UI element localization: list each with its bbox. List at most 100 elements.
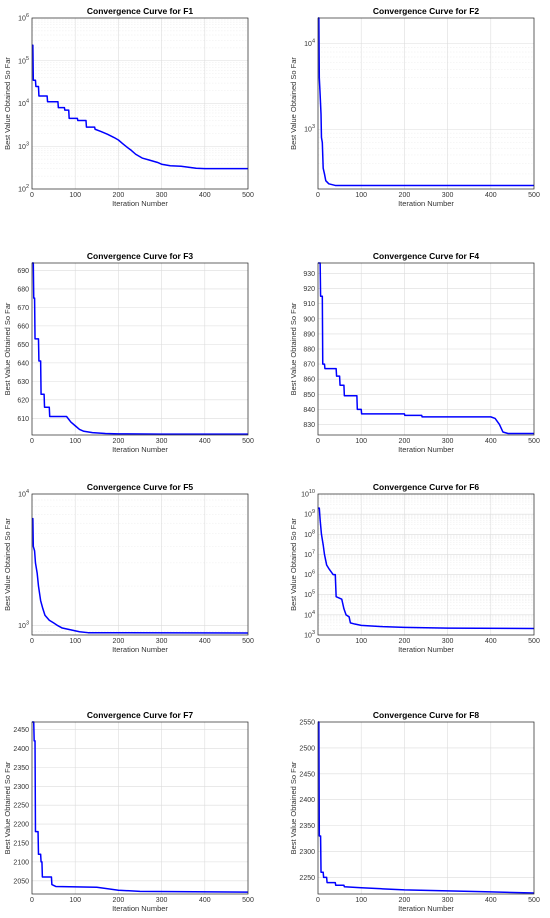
y-tick-label: 2100 (13, 859, 29, 866)
y-tick-label: 610 (17, 416, 29, 423)
chart-panel: 0 100 200 300 400 500 830 840 850 860 870 880 890 900… (289, 251, 540, 454)
x-axis-label: Iteration Number (112, 645, 168, 654)
y-axis-label: Best Value Obtained So Far (3, 518, 12, 611)
chart-panel: 0 100 200 300 400 500 2250 2300 2350 2400 2450 2500… (289, 710, 540, 913)
y-tick-label: 103 (18, 621, 29, 631)
x-tick-label: 500 (242, 638, 254, 645)
x-tick-label: 100 (355, 897, 367, 904)
y-tick-label: 2450 (299, 771, 315, 778)
x-tick-label: 200 (113, 638, 125, 645)
x-tick-label: 500 (242, 897, 254, 904)
x-axis-label: Iteration Number (398, 904, 454, 913)
chart-title: Convergence Curve for F8 (373, 710, 480, 720)
x-axis-label: Iteration Number (112, 904, 168, 913)
y-tick-label: 2250 (299, 875, 315, 882)
x-tick-label: 0 (316, 638, 320, 645)
y-tick-label: 2250 (13, 803, 29, 810)
y-tick-label: 910 (303, 301, 315, 308)
x-tick-label: 400 (485, 192, 497, 199)
y-tick-label: 104 (18, 489, 29, 499)
y-tick-label: 2550 (299, 720, 315, 727)
x-tick-label: 500 (528, 897, 540, 904)
x-tick-label: 500 (528, 638, 540, 645)
x-tick-label: 300 (442, 638, 454, 645)
x-axis-label: Iteration Number (398, 645, 454, 654)
chart-title: Convergence Curve for F4 (373, 251, 480, 261)
y-tick-label: 630 (17, 379, 29, 386)
plot-area (32, 494, 248, 635)
plot-area (318, 722, 534, 894)
axes-frame (31, 721, 249, 895)
x-tick-label: 400 (199, 638, 211, 645)
y-tick-label: 2350 (299, 823, 315, 830)
series-line (32, 44, 248, 170)
x-tick-label: 300 (442, 192, 454, 199)
y-tick-label: 108 (304, 529, 315, 539)
y-tick-label: 2050 (13, 878, 29, 885)
y-tick-label: 620 (17, 397, 29, 404)
series-line (318, 17, 534, 187)
series-line (318, 262, 534, 435)
y-tick-label: 109 (304, 509, 315, 519)
x-tick-label: 200 (113, 897, 125, 904)
series-line (32, 721, 249, 893)
y-tick-label: 107 (304, 549, 315, 559)
y-axis-label: Best Value Obtained So Far (3, 302, 12, 395)
y-axis-label: Best Value Obtained So Far (3, 761, 12, 854)
x-tick-label: 200 (399, 438, 411, 445)
x-axis-label: Iteration Number (112, 199, 168, 208)
y-tick-label: 650 (17, 342, 29, 349)
chart-panel: 0 100 200 300 400 500 103 104 Convergence Curve … (289, 6, 540, 208)
x-tick-label: 0 (30, 897, 34, 904)
x-tick-label: 400 (199, 897, 211, 904)
y-axis-label: Best Value Obtained So Far (3, 57, 12, 150)
plot-area (32, 263, 248, 435)
y-tick-label: 103 (304, 630, 315, 640)
y-tick-label: 2400 (13, 746, 29, 753)
x-tick-label: 100 (69, 638, 81, 645)
y-tick-label: 920 (303, 286, 315, 293)
y-tick-label: 2450 (13, 727, 29, 734)
x-tick-label: 100 (69, 438, 81, 445)
x-tick-label: 300 (156, 897, 168, 904)
y-tick-label: 890 (303, 331, 315, 338)
series-line (32, 262, 248, 435)
y-tick-label: 106 (18, 13, 29, 23)
y-axis-label: Best Value Obtained So Far (289, 302, 298, 395)
y-tick-label: 670 (17, 305, 29, 312)
y-tick-label: 104 (18, 99, 29, 109)
y-tick-label: 2300 (13, 784, 29, 791)
x-tick-label: 200 (399, 192, 411, 199)
y-tick-label: 2400 (299, 797, 315, 804)
axes-frame (31, 17, 249, 190)
y-axis-label: Best Value Obtained So Far (289, 57, 298, 150)
x-tick-label: 0 (30, 192, 34, 199)
x-tick-label: 0 (30, 638, 34, 645)
chart-title: Convergence Curve for F5 (87, 482, 194, 492)
x-axis-label: Iteration Number (112, 445, 168, 454)
chart-panel: 0 100 200 300 400 500 610 620 630 640 650 660 670 680… (3, 251, 254, 454)
x-tick-label: 100 (69, 192, 81, 199)
x-tick-label: 200 (399, 638, 411, 645)
x-tick-label: 0 (316, 438, 320, 445)
axes-frame (317, 262, 535, 436)
x-tick-label: 300 (156, 438, 168, 445)
x-tick-label: 200 (113, 192, 125, 199)
chart-title: Convergence Curve for F2 (373, 6, 480, 16)
y-tick-label: 640 (17, 360, 29, 367)
x-tick-label: 200 (399, 897, 411, 904)
y-tick-label: 102 (18, 184, 29, 194)
x-tick-label: 300 (156, 192, 168, 199)
y-tick-label: 660 (17, 323, 29, 330)
y-tick-label: 1010 (301, 489, 315, 499)
series-line (318, 507, 535, 630)
chart-panel: 0 100 200 300 400 500 102 103 104 105 106 Convergen… (3, 6, 254, 208)
x-tick-label: 300 (156, 638, 168, 645)
y-tick-label: 870 (303, 362, 315, 369)
y-axis-label: Best Value Obtained So Far (289, 518, 298, 611)
y-tick-label: 880 (303, 347, 315, 354)
x-tick-label: 0 (316, 897, 320, 904)
y-tick-label: 2200 (13, 822, 29, 829)
y-tick-label: 680 (17, 286, 29, 293)
